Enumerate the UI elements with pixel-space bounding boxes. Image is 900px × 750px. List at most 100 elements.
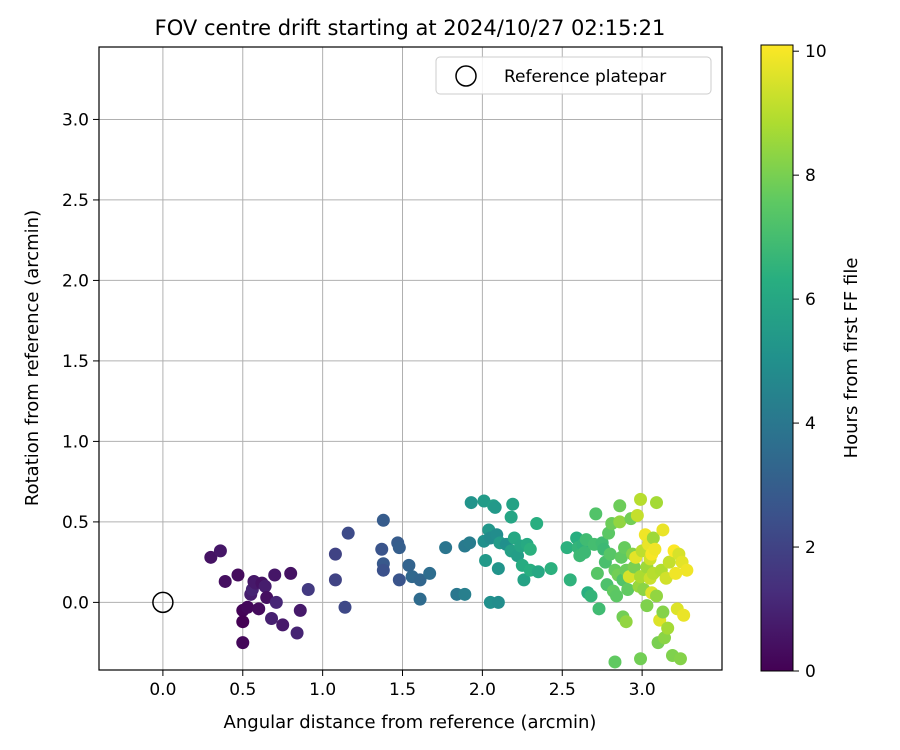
data-point [590,566,604,580]
y-axis-label: Rotation from reference (arcmin) [22,210,43,506]
data-point [592,602,606,616]
data-point [523,542,537,556]
colorbar [760,44,794,672]
data-point [258,579,272,593]
data-point [204,550,218,564]
data-point [268,568,282,582]
data-point [659,571,673,585]
data-point [479,554,493,568]
y-tick-label: 2.0 [62,271,89,291]
data-point [669,566,683,580]
data-point [634,652,648,666]
data-point [646,531,660,545]
data-point [661,621,675,635]
data-point [392,573,406,587]
y-tick-label: 2.5 [62,191,89,211]
x-axis-ticks: 0.0 0.5 1.0 1.5 2.0 2.5 3.0 [149,670,656,700]
colorbar-label: Hours from first FF file [841,258,862,459]
y-tick-label: 1.0 [62,432,89,452]
x-tick-label: 3.0 [629,680,656,700]
x-axis-label: Angular distance from reference (arcmin) [224,712,597,733]
colorbar-ticks: 0 2 4 6 8 10 [793,42,827,682]
data-point [610,589,624,603]
data-point [218,574,232,588]
data-point [630,508,644,522]
data-point [341,526,355,540]
data-point [662,555,676,569]
data-point [589,507,603,521]
legend-box [435,56,712,95]
colorbar-tick-label: 10 [805,42,827,62]
data-point [413,573,427,587]
data-point [650,589,664,603]
data-point [488,500,502,514]
legend: Reference platepar [435,56,712,95]
data-point [252,602,266,616]
data-point [464,496,478,510]
data-point [578,545,592,559]
data-point [375,542,389,556]
data-point [622,570,636,584]
colorbar-tick-label: 0 [805,662,816,682]
x-tick-label: 0.5 [229,680,256,700]
data-point [621,583,635,597]
data-point [376,513,390,527]
data-point [544,562,558,576]
x-tick-label: 1.5 [389,680,416,700]
data-point [276,618,290,632]
data-point [613,499,627,513]
data-point [504,510,518,524]
data-point [439,541,453,555]
colorbar-tick-label: 2 [805,538,816,558]
data-point [491,595,505,609]
data-point [269,595,283,609]
data-point [328,547,342,561]
colorbar-tick-label: 4 [805,414,816,434]
data-point [563,573,577,587]
y-axis-ticks: 0.0 0.5 1.0 1.5 2.0 2.5 3.0 [62,110,99,613]
legend-entry-reference: Reference platepar [504,67,666,87]
plot-frame [98,46,723,671]
data-point [531,565,545,579]
data-point [634,570,648,584]
x-tick-label: 0.0 [149,680,176,700]
data-point [656,605,670,619]
data-point [231,568,245,582]
data-point [640,599,654,613]
data-point [648,542,662,556]
colorbar-tick-label: 8 [805,166,816,186]
chart-title: FOV centre drift starting at 2024/10/27 … [155,16,666,40]
x-tick-label: 2.5 [549,680,576,700]
data-point [265,611,279,625]
data-point [260,591,274,605]
data-point [491,562,505,576]
data-point [290,626,304,640]
grid [99,47,722,670]
data-point [213,544,227,558]
data-point [608,655,622,669]
data-point [613,515,627,529]
y-tick-label: 0.0 [62,593,89,613]
data-point [656,523,670,537]
data-points [204,492,694,669]
data-point [477,494,491,508]
x-tick-label: 2.0 [469,680,496,700]
data-point [338,600,352,614]
data-point [677,608,691,622]
legend-marker [455,65,477,87]
data-point [301,583,315,597]
data-point [506,497,520,511]
data-point [650,496,664,510]
data-point [458,587,472,601]
data-point [634,492,648,506]
data-point [376,563,390,577]
data-point [584,589,598,603]
data-point [392,541,406,555]
data-point [517,573,531,587]
colorbar-tick-label: 6 [805,290,816,310]
data-point [680,563,694,577]
y-tick-label: 0.5 [62,513,89,533]
data-point [560,541,574,555]
data-point [463,536,477,550]
